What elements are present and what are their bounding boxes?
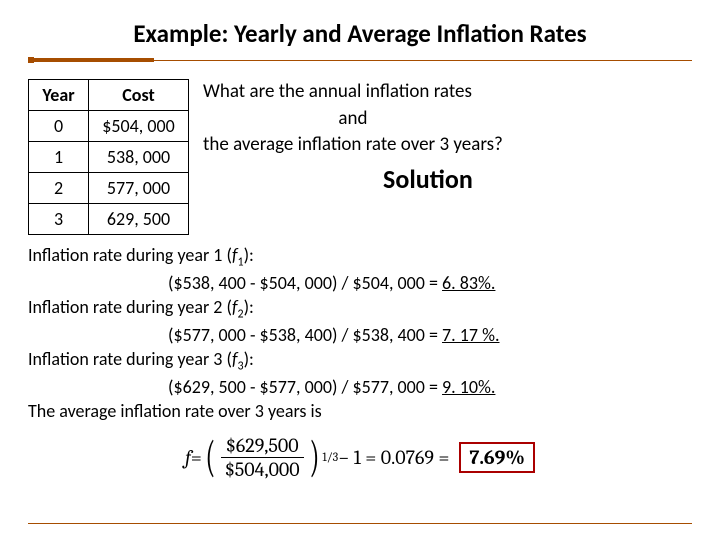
formula-eq: = bbox=[191, 446, 202, 469]
slide-title: Example: Yearly and Average Inflation Ra… bbox=[28, 18, 692, 57]
solution-heading: Solution bbox=[353, 163, 503, 195]
formula-den: $504,000 bbox=[221, 457, 304, 481]
question-line: What are the annual inflation rates bbox=[203, 79, 503, 106]
cell-cost: 629, 500 bbox=[89, 204, 189, 235]
calc-line: Inflation rate during year 1 (f1): bbox=[28, 243, 692, 271]
col-year: Year bbox=[29, 80, 89, 111]
col-cost: Cost bbox=[89, 80, 189, 111]
calc-expr: ($577, 000 - $538, 400) / $538, 400 = 7.… bbox=[28, 323, 692, 347]
cell-cost: $504, 000 bbox=[89, 111, 189, 142]
question-line: and bbox=[203, 106, 503, 133]
formula-fraction: $629,500 $504,000 bbox=[221, 434, 304, 481]
paren-right-icon: ) bbox=[309, 437, 319, 477]
avg-formula: f = ( $629,500 $504,000 ) 1/3 − 1 = 0.07… bbox=[28, 434, 692, 481]
title-rule bbox=[28, 57, 692, 63]
formula-exponent: 1/3 bbox=[322, 450, 338, 464]
formula-tail: − 1 = 0.0769 = bbox=[338, 446, 449, 469]
cell-cost: 577, 000 bbox=[89, 173, 189, 204]
question-block: What are the annual inflation rates and … bbox=[203, 79, 503, 195]
cell-year: 3 bbox=[29, 204, 89, 235]
calc-expr: ($538, 400 - $504, 000) / $504, 000 = 6.… bbox=[28, 271, 692, 295]
table-row: 2 577, 000 bbox=[29, 173, 189, 204]
paren-left-icon: ( bbox=[205, 437, 215, 477]
formula-num: $629,500 bbox=[222, 434, 303, 457]
solution-body: Inflation rate during year 1 (f1): ($538… bbox=[28, 243, 692, 424]
calc-line: Inflation rate during year 2 (f2): bbox=[28, 295, 692, 323]
table-row: 1 538, 000 bbox=[29, 142, 189, 173]
cell-year: 1 bbox=[29, 142, 89, 173]
top-row: Year Cost 0 $504, 000 1 538, 000 2 577, … bbox=[28, 79, 692, 235]
question-line: the average inflation rate over 3 years? bbox=[203, 132, 503, 159]
calc-line: Inflation rate during year 3 (f3): bbox=[28, 347, 692, 375]
calc-expr: ($629, 500 - $577, 000) / $577, 000 = 9.… bbox=[28, 375, 692, 399]
result-box: 7.69% bbox=[459, 442, 534, 473]
table-header-row: Year Cost bbox=[29, 80, 189, 111]
avg-line: The average inflation rate over 3 years … bbox=[28, 399, 692, 423]
cell-cost: 538, 000 bbox=[89, 142, 189, 173]
cell-year: 0 bbox=[29, 111, 89, 142]
table-row: 3 629, 500 bbox=[29, 204, 189, 235]
bottom-rule bbox=[28, 523, 692, 524]
cell-year: 2 bbox=[29, 173, 89, 204]
table-row: 0 $504, 000 bbox=[29, 111, 189, 142]
cost-table: Year Cost 0 $504, 000 1 538, 000 2 577, … bbox=[28, 79, 189, 235]
